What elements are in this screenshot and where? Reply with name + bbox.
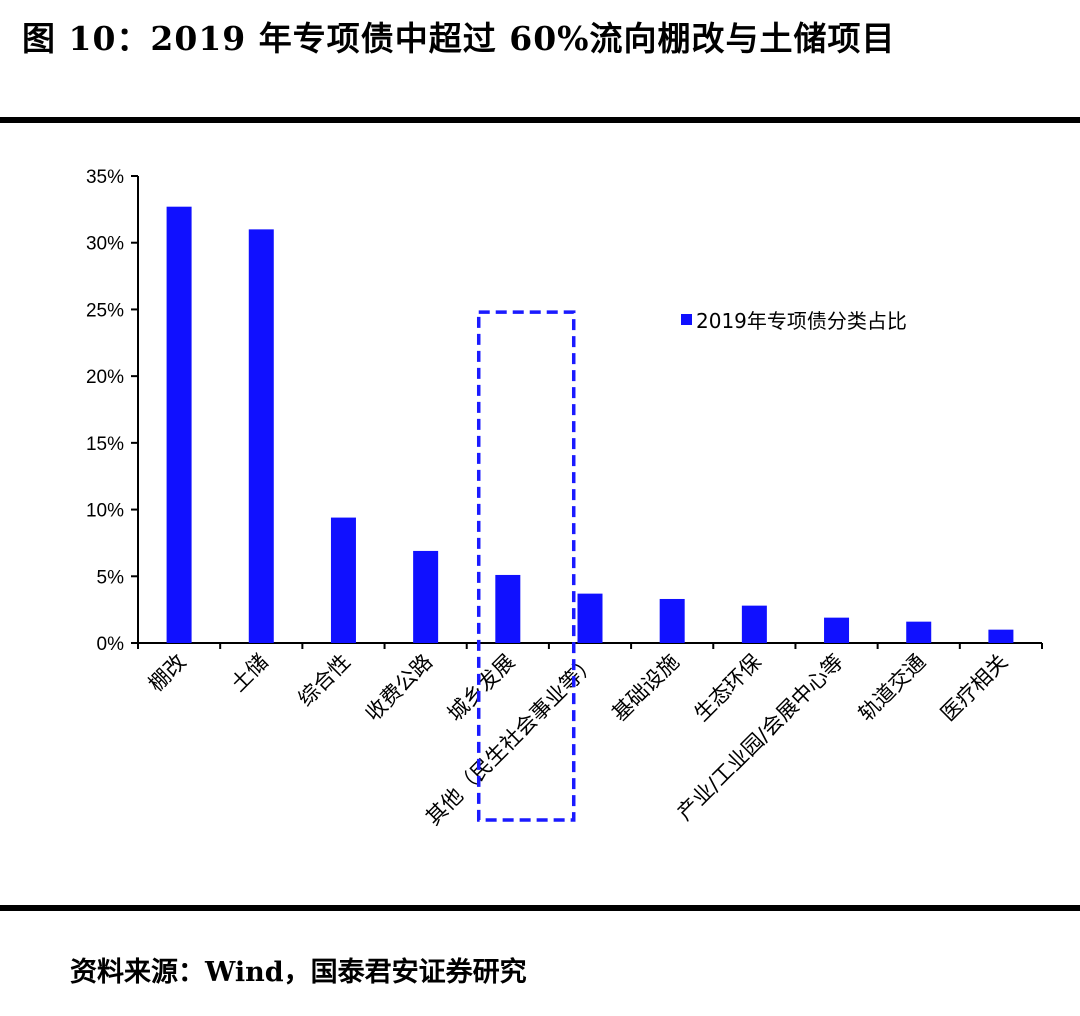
category-label: 医疗相关: [936, 650, 1012, 726]
category-label: 土储: [226, 650, 273, 697]
figure-title: 图 10：2019 年专项债中超过 60%流向棚改与土储项目: [22, 19, 896, 58]
x-axis: [137, 642, 1043, 649]
y-tick-label: 10%: [86, 501, 124, 522]
category-label: 收费公路: [361, 650, 437, 726]
y-tick-label: 0%: [97, 634, 125, 655]
bar: [741, 605, 767, 643]
bar: [906, 621, 932, 643]
category-label: 轨道交通: [854, 650, 930, 726]
bar: [495, 574, 521, 643]
bar: [248, 229, 274, 643]
bar-chart: 0% 5% 10% 15% 20% 25% 30% 35% 棚改 土储 综合性 收费公路 城乡发展其他…: [86, 167, 1043, 830]
bar: [577, 593, 603, 643]
bars-group: [166, 206, 1014, 643]
bottom-rule: [0, 905, 1080, 911]
top-rule: [0, 117, 1080, 123]
category-label: 基础设施: [607, 650, 683, 726]
category-label: 综合性: [293, 650, 355, 712]
highlight-box: [476, 310, 576, 822]
y-tick-label: 25%: [86, 300, 124, 321]
bar: [988, 629, 1014, 643]
source-note: 资料来源：Wind，国泰君安证券研究: [70, 957, 527, 988]
legend-swatch: [681, 314, 692, 325]
bar: [330, 517, 356, 643]
highlight-group: [476, 310, 576, 822]
bar: [824, 617, 850, 643]
y-tick-label: 30%: [86, 234, 124, 255]
category-label: 城乡发展: [443, 650, 519, 726]
bar: [413, 550, 439, 643]
category-label: 产业/工业园/会展中心等: [673, 650, 848, 825]
y-tick-label: 15%: [86, 434, 124, 455]
category-label: 生态环保: [690, 650, 766, 726]
bar: [166, 206, 192, 643]
y-tick-label: 5%: [97, 567, 125, 588]
y-tick-label: 20%: [86, 367, 124, 388]
legend: 2019年专项债分类占比: [681, 309, 907, 333]
y-tick-label: 35%: [86, 167, 124, 188]
bar: [659, 598, 685, 643]
y-axis: 0% 5% 10% 15% 20% 25% 30% 35%: [86, 167, 139, 655]
legend-label: 2019年专项债分类占比: [696, 309, 907, 333]
category-label: 棚改: [144, 650, 191, 697]
